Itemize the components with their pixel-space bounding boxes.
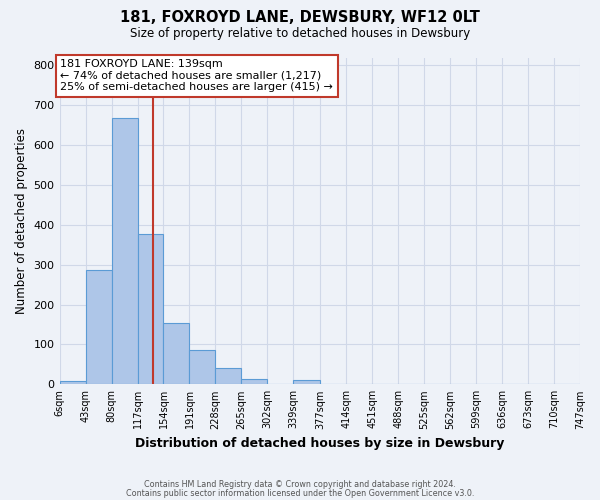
Bar — [59, 381, 86, 384]
X-axis label: Distribution of detached houses by size in Dewsbury: Distribution of detached houses by size … — [135, 437, 505, 450]
Bar — [112, 118, 137, 384]
Y-axis label: Number of detached properties: Number of detached properties — [15, 128, 28, 314]
Bar — [293, 380, 320, 384]
Bar — [215, 368, 241, 384]
Bar — [163, 324, 190, 384]
Text: Contains public sector information licensed under the Open Government Licence v3: Contains public sector information licen… — [126, 488, 474, 498]
Text: 181 FOXROYD LANE: 139sqm
← 74% of detached houses are smaller (1,217)
25% of sem: 181 FOXROYD LANE: 139sqm ← 74% of detach… — [60, 59, 333, 92]
Text: Contains HM Land Registry data © Crown copyright and database right 2024.: Contains HM Land Registry data © Crown c… — [144, 480, 456, 489]
Text: Size of property relative to detached houses in Dewsbury: Size of property relative to detached ho… — [130, 28, 470, 40]
Bar — [137, 234, 163, 384]
Bar — [190, 350, 215, 384]
Bar — [241, 379, 268, 384]
Text: 181, FOXROYD LANE, DEWSBURY, WF12 0LT: 181, FOXROYD LANE, DEWSBURY, WF12 0LT — [120, 10, 480, 25]
Bar — [86, 270, 112, 384]
